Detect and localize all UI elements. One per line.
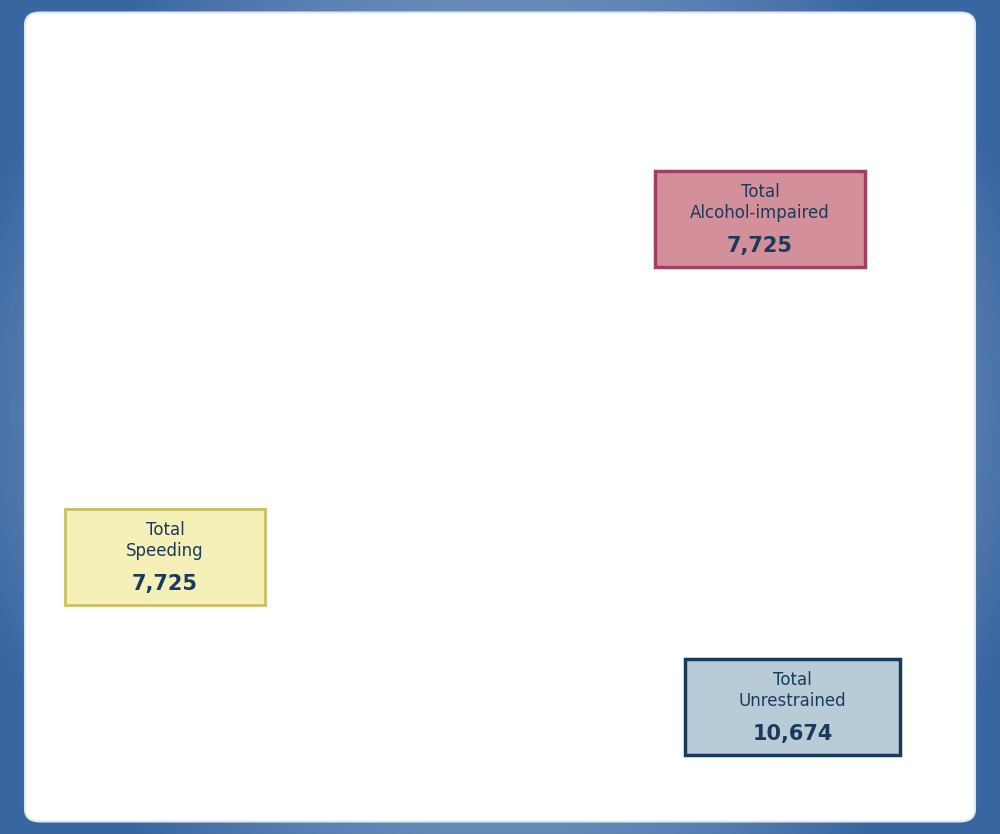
Text: 7,725: 7,725 (727, 236, 793, 256)
Text: 7,725: 7,725 (132, 574, 198, 594)
Ellipse shape (373, 239, 652, 475)
Ellipse shape (373, 325, 737, 626)
Text: Source: FARS 2020 ARF: Source: FARS 2020 ARF (179, 704, 326, 716)
Text: 1,638: 1,638 (472, 418, 538, 438)
Text: 1,885: 1,885 (433, 469, 499, 489)
Text: Passenger Vehicle Drivers Involved in Fatal Crashes: Passenger Vehicle Drivers Involved in Fa… (67, 128, 958, 156)
Text: 10,674: 10,674 (752, 724, 833, 744)
Ellipse shape (257, 338, 544, 562)
Text: Speeding: Speeding (126, 542, 204, 560)
Text: 2,819: 2,819 (295, 429, 370, 452)
Text: 5,023: 5,023 (591, 525, 666, 549)
Text: Total: Total (146, 521, 184, 539)
Text: Unrestrained: Unrestrained (739, 692, 846, 710)
Text: Total: Total (741, 183, 779, 201)
Text: 1,383: 1,383 (401, 363, 466, 383)
Text: 3,494: 3,494 (471, 278, 546, 302)
Text: Total: Total (773, 671, 812, 689)
Text: Alcohol-impaired: Alcohol-impaired (690, 204, 830, 222)
Text: 2,128: 2,128 (545, 382, 611, 402)
